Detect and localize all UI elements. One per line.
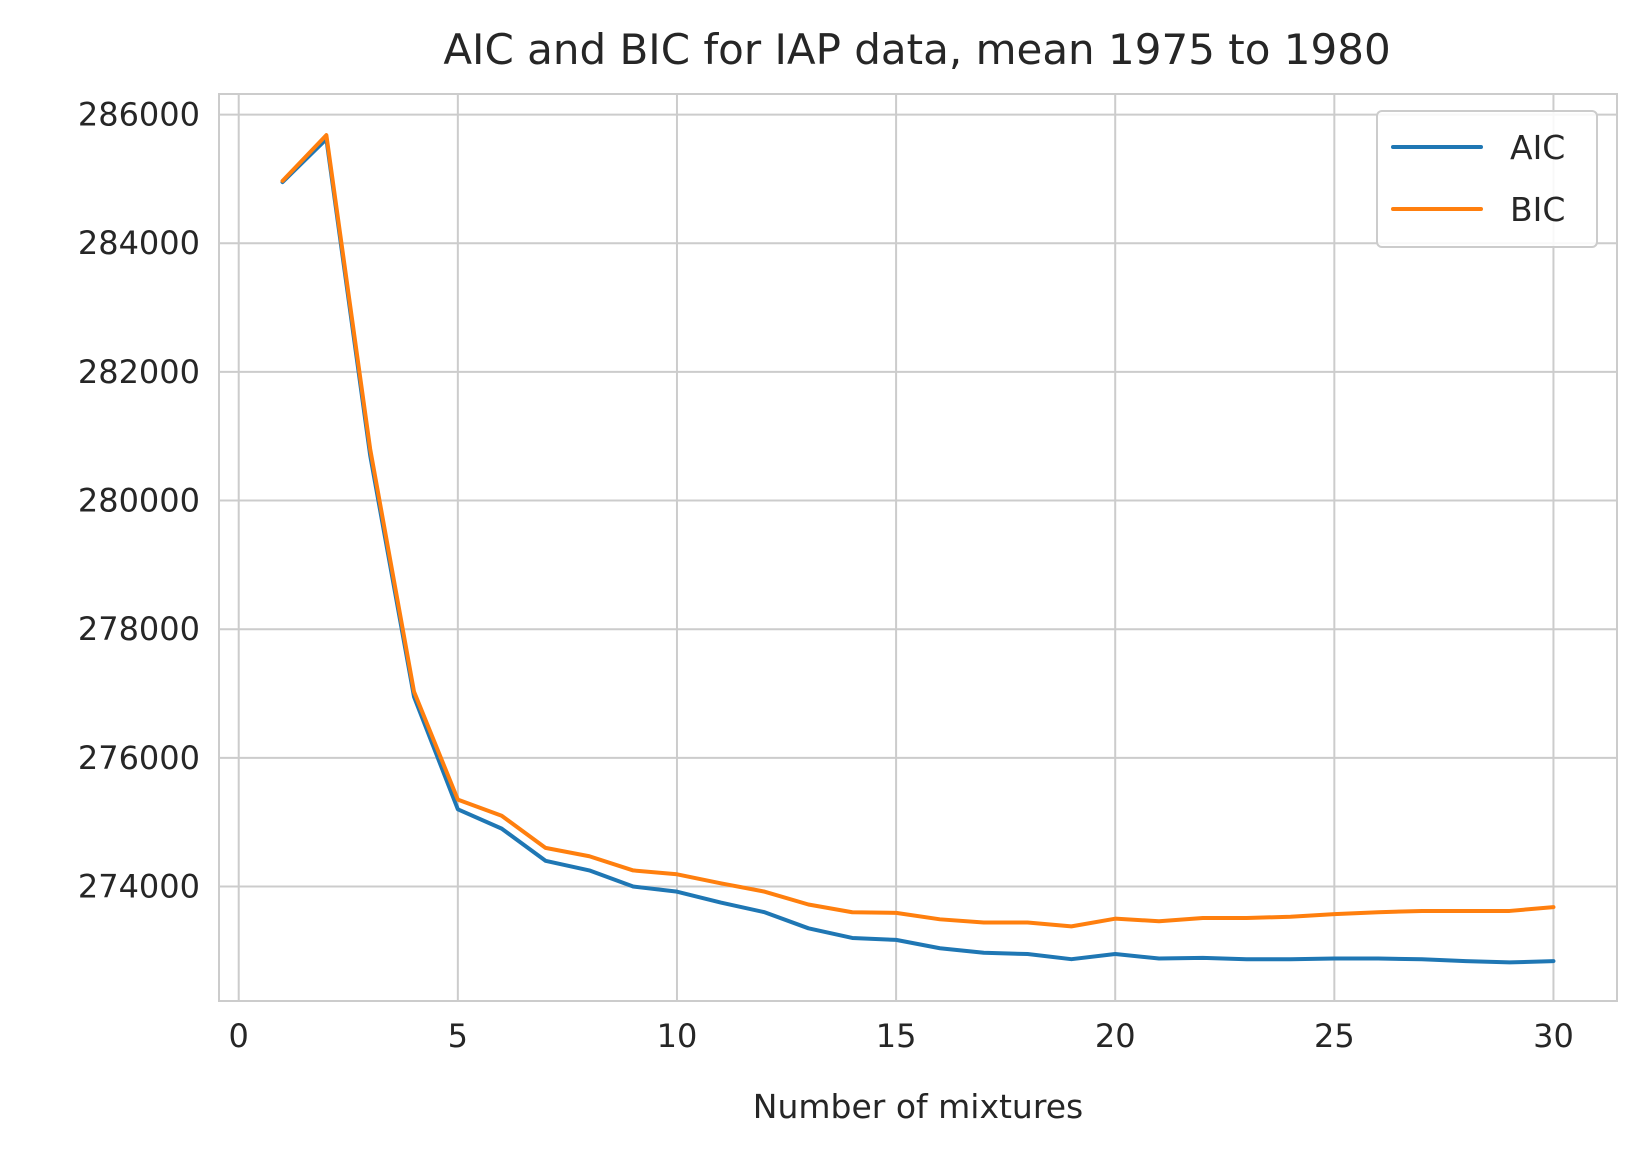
legend-label-bic: BIC	[1510, 190, 1565, 229]
x-tick-label: 25	[1314, 1017, 1355, 1055]
y-tick-label: 278000	[78, 610, 200, 648]
x-axis-label: Number of mixtures	[753, 1087, 1083, 1126]
series-line-aic	[280, 137, 1556, 965]
y-tick-label: 280000	[78, 482, 200, 520]
x-axis-ticks: 0 5 10 15 20 25 30	[229, 1017, 1574, 1055]
y-tick-label: 286000	[78, 96, 200, 134]
legend: AIC BIC	[1376, 110, 1598, 248]
x-tick-label: 10	[657, 1017, 698, 1055]
y-tick-label: 276000	[78, 739, 200, 777]
x-tick-label: 20	[1095, 1017, 1136, 1055]
y-tick-label: 274000	[78, 867, 200, 905]
x-tick-label: 30	[1533, 1017, 1574, 1055]
x-tick-label: 0	[229, 1017, 249, 1055]
series-line-bic	[280, 133, 1556, 929]
plot-area	[218, 93, 1618, 1002]
series-layer	[280, 133, 1556, 965]
x-tick-label: 5	[448, 1017, 468, 1055]
y-tick-label: 284000	[78, 224, 200, 262]
x-tick-label: 15	[876, 1017, 917, 1055]
legend-label-aic: AIC	[1510, 128, 1565, 167]
y-axis-ticks: 274000 276000 278000 280000 282000 284000 2860…	[78, 96, 200, 906]
y-tick-label: 282000	[78, 353, 200, 391]
chart-title: AIC and BIC for IAP data, mean 1975 to 1…	[443, 25, 1390, 74]
